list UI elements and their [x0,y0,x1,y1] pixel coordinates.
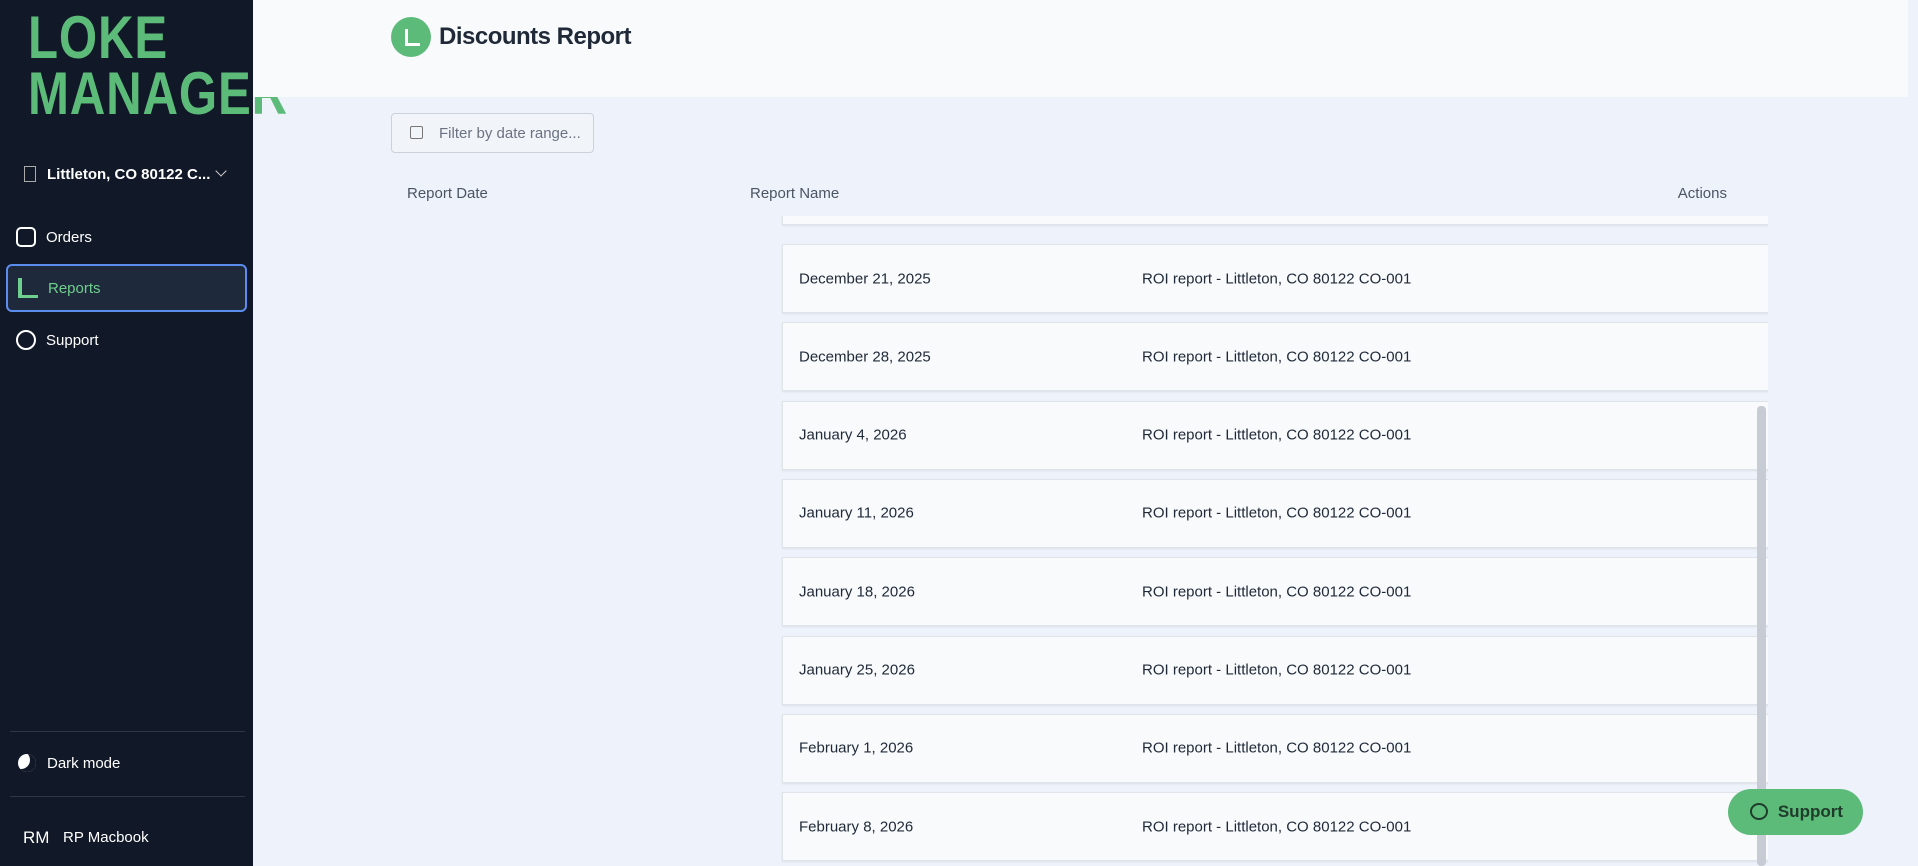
user-initials: RM [23,828,50,847]
icon [16,330,36,350]
logo: MANAGER [28,60,288,127]
icon [16,227,36,247]
report-name: ROI report - Littleton, CO 80122 CO-001 [1142,426,1412,444]
date-filter[interactable]: Filter by date range... [391,113,594,153]
report-date: December 28, 2025 [799,348,931,366]
report-icon [391,17,431,57]
table-row: January 18, 2026 ROI report - Littleton, … [782,557,1768,627]
column-header: Actions [1677,185,1727,202]
report-name: ROI report - Littleton, CO 80122 CO-001 [1142,583,1412,601]
report-name: ROI report - Littleton, CO 80122 CO-001 [1142,739,1412,757]
report-name: ROI report - Littleton, CO 80122 CO-001 [1142,818,1412,836]
table-row: February 8, 2026 ROI report - Littleton, … [782,792,1768,862]
report-date: December 21, 2025 [799,270,931,287]
icon [18,278,38,298]
column-header: Report Name [750,185,840,202]
table: December 21, 2025 ROI report - Littleton,… [391,168,1768,866]
report-name: ROI report - Littleton, CO 80122 CO-001 [1142,504,1412,522]
table-row: December 21, 2025 ROI report - Littleton,… [782,244,1768,313]
report-date: January 11, 2026 [799,504,914,522]
table-row: February 1, 2026 ROI report - Littleton, … [782,713,1768,783]
nav-label: Reports [48,279,101,297]
report-name: ROI report - Littleton, CO 80122 CO-001 [1142,270,1412,287]
dark-mode-toggle[interactable]: Dark mode [47,755,121,772]
report-date: January 18, 2026 [799,583,915,601]
table-row: January 25, 2026 ROI report - Littleton, … [782,635,1768,705]
nav-item[interactable]: Support [6,316,247,364]
support-button[interactable]: Support [1728,789,1863,835]
sidebar: LOKE MANAGER Littleton, CO 80122 C... Or… [0,0,287,866]
nav-item[interactable]: Reports [6,264,247,312]
location-select[interactable]: Littleton, CO 80122 C... [47,166,211,183]
table-header: Report Date Report Name Actions [391,168,1768,216]
nav-label: Orders [46,228,92,246]
chevron [215,165,227,177]
scrollbar[interactable] [1757,406,1766,866]
bar-icon [405,29,420,46]
report-name: ROI report - Littleton, CO 80122 CO-001 [1142,348,1412,366]
calendar-icon [410,126,423,139]
logo: LOKE [28,4,168,71]
header [253,0,1908,97]
report-date: January 4, 2026 [799,426,907,444]
filter-placeholder: Filter by date range... [439,125,581,142]
nav-label: Support [46,331,99,349]
page-title: Discounts Report [439,23,632,50]
divider [10,731,245,732]
support-label: Support [1777,802,1843,821]
chat-icon [1750,803,1768,820]
moon-icon [18,754,36,772]
report-date: January 25, 2026 [799,661,915,679]
divider [10,796,245,797]
table-row: January 4, 2026 ROI report - Littleton, C… [782,400,1768,470]
table-row: December 28, 2025 ROI report - Littleton,… [782,322,1768,392]
user-name[interactable]: RP Macbook [63,829,149,846]
column-header: Report Date [407,185,488,202]
table-row: January 11, 2026 ROI report - Littleton, … [782,478,1768,548]
report-date: February 8, 2026 [799,818,914,836]
report-date: February 1, 2026 [799,739,914,757]
building-icon [24,166,36,182]
report-name: ROI report - Littleton, CO 80122 CO-001 [1142,661,1412,679]
nav-item[interactable]: Orders [6,213,247,261]
